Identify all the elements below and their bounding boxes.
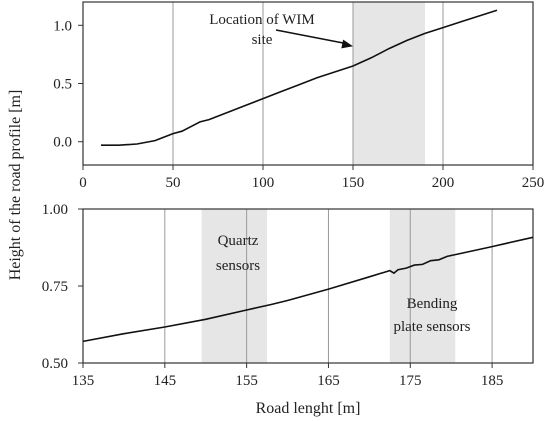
bottom-annotation-text: sensors: [216, 258, 260, 274]
top-series-line-0: [101, 9, 498, 146]
x-axis-label: Road lenght [m]: [256, 400, 361, 417]
bottom-x-tick-label: 185: [481, 373, 504, 389]
top-annotation-arrow-head: [341, 39, 353, 49]
top-x-tick-label: 150: [342, 175, 365, 191]
top-annotation-arrow-line: [275, 29, 348, 45]
bottom-annotation-text: plate sensors: [393, 319, 470, 335]
bottom-annotation-text: Quartz: [218, 233, 259, 249]
bottom-plot-frame: [82, 208, 534, 364]
top-annotation-text: site: [252, 32, 273, 48]
top-y-tick-label: 0.5: [53, 77, 72, 93]
bottom-y-tick-label: 0.75: [42, 279, 68, 295]
top-panel: 0 50 100 150 200 250 0.0 0.5 1.0 Location of WIM s…: [53, 1, 545, 191]
top-y-tick-label: 0.0: [53, 135, 72, 151]
top-x-tick-label: 50: [166, 175, 181, 191]
bottom-x-tick-label: 135: [72, 373, 95, 389]
top-x-tick-label: 100: [252, 175, 275, 191]
top-shaded-region-0: [353, 2, 425, 165]
bottom-shaded-region-0: [201, 209, 268, 363]
bottom-x-tick-label: 165: [317, 373, 340, 389]
bottom-y-tick-label: 1.00: [42, 202, 68, 218]
top-x-tick-label: 0: [79, 175, 87, 191]
top-annotation-text: Location of WIM: [209, 12, 315, 28]
bottom-x-tick-label: 175: [399, 373, 422, 389]
bottom-x-tick-label: 145: [154, 373, 177, 389]
top-x-tick-label: 200: [432, 175, 455, 191]
top-y-tick-label: 1.0: [53, 18, 72, 34]
bottom-series-line-0: [82, 236, 534, 343]
bottom-annotation-text: Bending: [407, 296, 458, 312]
bottom-shaded-region-1: [389, 209, 456, 363]
bottom-y-tick-label: 0.50: [42, 356, 68, 372]
y-axis-label: Height of the road profile [m]: [7, 90, 24, 281]
bottom-panel: 135 145 155 165 175 185 0.50 0.75 1.00 Quartz sens…: [42, 202, 534, 389]
top-x-tick-label: 250: [522, 175, 545, 191]
bottom-x-tick-label: 155: [235, 373, 258, 389]
